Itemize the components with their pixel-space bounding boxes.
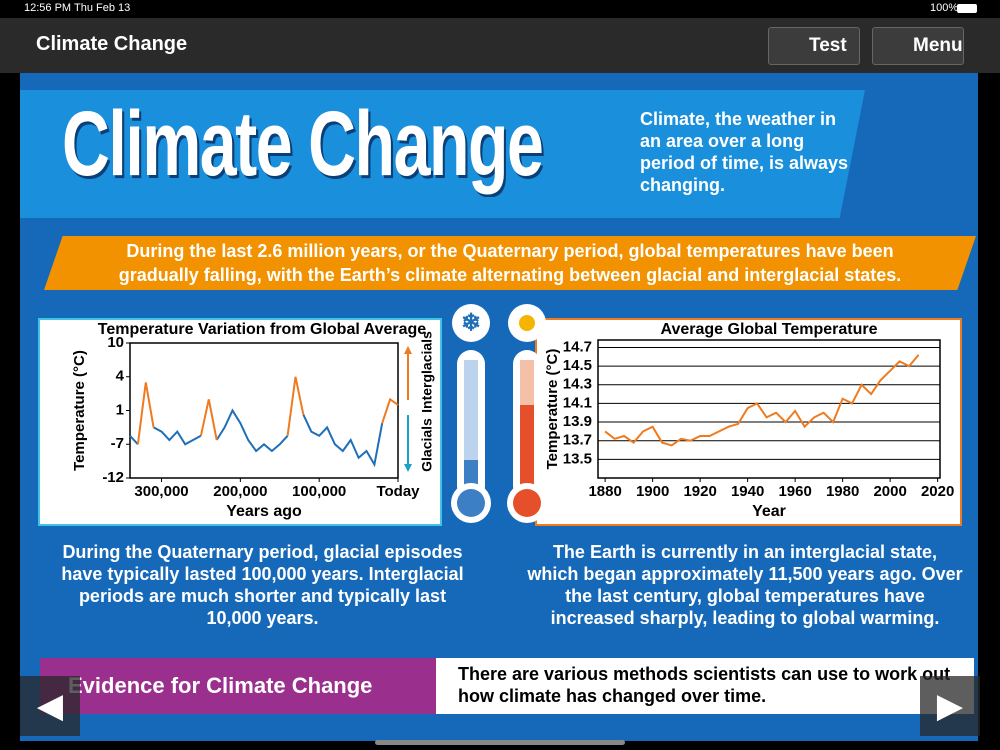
hero-blurb: Climate, the weather in an area over a l… (640, 109, 849, 195)
y-tick-label: 14.1 (563, 394, 592, 411)
y-tick-label: 1 (116, 401, 124, 418)
banner: During the last 2.6 million years, or th… (44, 236, 976, 290)
nav-title: Climate Change (36, 33, 188, 55)
caption: The Earth is currently in an interglacia… (527, 542, 963, 628)
caption: During the Quaternary period, glacial ep… (61, 542, 464, 628)
y-tick-label: 13.9 (563, 413, 592, 430)
svg-text:❄: ❄ (461, 309, 481, 336)
chart-title: Temperature Variation from Global Averag… (98, 321, 426, 338)
data-line (129, 408, 384, 468)
y-tick-label: 10 (107, 334, 124, 351)
home-indicator (375, 740, 625, 745)
y-tick-label: -12 (102, 469, 124, 486)
status-bar: 12:56 PM Thu Feb 13 100% (0, 0, 1000, 18)
x-axis-label: Year (752, 503, 786, 520)
y-axis-label: Temperature (°C) (71, 350, 88, 471)
prev-arrow[interactable]: ◀ (20, 676, 80, 736)
hero-band (20, 90, 865, 218)
y-tick-label: 14.3 (563, 376, 592, 393)
x-tick-label: Today (376, 483, 420, 500)
test-button[interactable]: Test (768, 27, 860, 65)
data-line (604, 354, 920, 447)
x-tick-label: 1960 (778, 483, 811, 500)
arrowhead (404, 464, 412, 472)
y-axis-label: Temperature (°C) (544, 349, 561, 470)
x-tick-label: 1880 (588, 483, 621, 500)
data-line (136, 376, 399, 445)
next-arrow[interactable]: ▶ (920, 676, 980, 736)
date: Thu Feb 13 (74, 2, 131, 14)
evidence-title[interactable]: Evidence for Climate Change (40, 658, 436, 714)
x-tick-label: 1920 (683, 483, 716, 500)
hero-title: Climate Change (62, 93, 544, 195)
chart-title: Average Global Temperature (661, 321, 878, 338)
y-tick-label: -7 (111, 435, 124, 452)
x-tick-label: 300,000 (134, 483, 188, 500)
thermometers: ❄ (451, 304, 547, 523)
evidence-text: There are various methods scientists can… (436, 658, 974, 714)
time: 12:56 PM (24, 2, 72, 14)
x-tick-label: 1900 (636, 483, 669, 500)
x-axis-label: Years ago (226, 503, 302, 520)
y-tick-label: 14.5 (563, 357, 592, 374)
x-tick-label: 1940 (731, 483, 764, 500)
y-tick-label: 13.5 (563, 450, 592, 467)
plot-frame (597, 339, 941, 479)
y-tick-label: 4 (116, 368, 125, 385)
x-tick-label: 100,000 (292, 483, 346, 500)
y-tick-label: 14.7 (563, 338, 592, 355)
x-tick-label: 200,000 (213, 483, 267, 500)
arrowhead (404, 346, 412, 354)
menu-button[interactable]: Menu (872, 27, 964, 65)
annotation: Interglacials (419, 331, 435, 413)
battery: 100% (930, 2, 959, 14)
y-tick-label: 13.7 (563, 432, 592, 449)
annotation: Glacials (419, 418, 435, 472)
battery-icon (957, 4, 977, 13)
plot-frame (129, 342, 399, 479)
x-tick-label: 2020 (921, 483, 954, 500)
x-tick-label: 2000 (873, 483, 906, 500)
x-tick-label: 1980 (826, 483, 859, 500)
